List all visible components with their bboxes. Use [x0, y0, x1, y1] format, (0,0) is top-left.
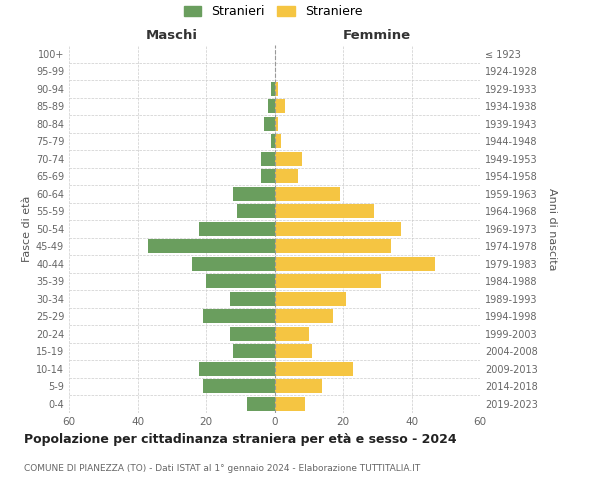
Legend: Stranieri, Straniere: Stranieri, Straniere	[179, 0, 367, 23]
Bar	[261, 152, 275, 166]
Bar	[199, 222, 275, 235]
Bar	[275, 310, 333, 323]
Bar	[203, 310, 275, 323]
Bar	[230, 292, 275, 306]
Bar	[237, 204, 275, 218]
Bar	[264, 117, 275, 130]
Bar	[275, 82, 278, 96]
Bar	[275, 362, 353, 376]
Bar	[271, 82, 275, 96]
Bar	[275, 257, 436, 270]
Bar	[247, 397, 275, 410]
Y-axis label: Anni di nascita: Anni di nascita	[547, 188, 557, 270]
Bar	[230, 327, 275, 340]
Y-axis label: Fasce di età: Fasce di età	[22, 196, 32, 262]
Bar	[275, 117, 278, 130]
Text: Femmine: Femmine	[343, 28, 412, 42]
Bar	[275, 380, 322, 393]
Bar	[275, 187, 340, 200]
Bar	[275, 292, 346, 306]
Bar	[233, 187, 275, 200]
Bar	[275, 274, 380, 288]
Bar	[275, 152, 302, 166]
Text: Popolazione per cittadinanza straniera per età e sesso - 2024: Popolazione per cittadinanza straniera p…	[24, 432, 457, 446]
Text: COMUNE DI PIANEZZA (TO) - Dati ISTAT al 1° gennaio 2024 - Elaborazione TUTTITALI: COMUNE DI PIANEZZA (TO) - Dati ISTAT al …	[24, 464, 420, 473]
Bar	[275, 134, 281, 148]
Bar	[268, 100, 275, 113]
Bar	[275, 240, 391, 253]
Bar	[275, 327, 309, 340]
Bar	[275, 204, 374, 218]
Bar	[148, 240, 275, 253]
Bar	[193, 257, 275, 270]
Bar	[275, 397, 305, 410]
Text: Maschi: Maschi	[146, 28, 198, 42]
Bar	[261, 170, 275, 183]
Bar	[271, 134, 275, 148]
Bar	[233, 344, 275, 358]
Bar	[275, 222, 401, 235]
Bar	[199, 362, 275, 376]
Bar	[206, 274, 275, 288]
Bar	[275, 100, 285, 113]
Bar	[275, 170, 298, 183]
Bar	[275, 344, 312, 358]
Bar	[203, 380, 275, 393]
